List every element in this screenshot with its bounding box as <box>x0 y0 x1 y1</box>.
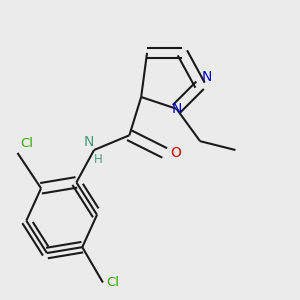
Text: O: O <box>171 146 182 160</box>
Text: N: N <box>171 102 182 116</box>
Text: N: N <box>84 134 94 148</box>
Text: H: H <box>94 153 103 166</box>
Text: N: N <box>202 70 212 84</box>
Text: Cl: Cl <box>106 276 119 289</box>
Text: Cl: Cl <box>20 137 33 150</box>
